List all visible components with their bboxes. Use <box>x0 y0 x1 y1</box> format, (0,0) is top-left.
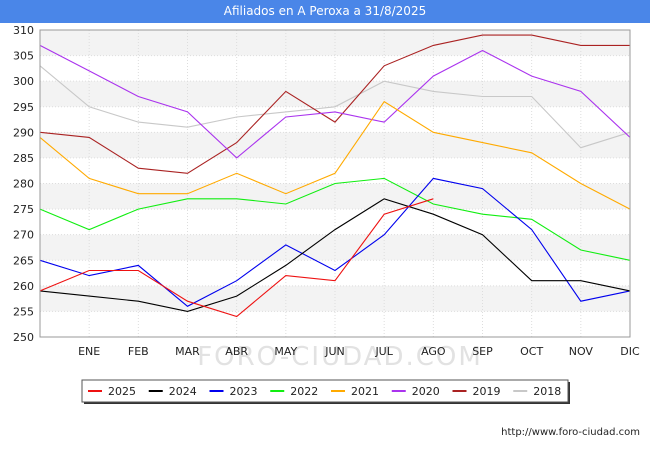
axes <box>39 29 631 338</box>
legend-label-2023: 2023 <box>230 385 258 398</box>
grid-band <box>40 234 630 261</box>
watermark: FORO-CIUDAD.COM <box>197 342 483 372</box>
y-tick-label: 250 <box>13 331 34 344</box>
y-tick-label: 260 <box>13 280 34 293</box>
y-tick-label: 290 <box>13 126 34 139</box>
chart-title: Afiliados en A Peroxa a 31/8/2025 <box>0 0 650 23</box>
grid-band <box>40 285 630 312</box>
x-tick-label: MAY <box>274 345 297 358</box>
y-tick-label: 255 <box>13 305 34 318</box>
plot-border <box>39 29 631 338</box>
x-tick-label: DIC <box>620 345 640 358</box>
series-line-2019 <box>39 34 630 174</box>
legend: 2025 2024 2023 2022 2021 2020 2019 2018 <box>81 379 570 404</box>
legend-label-2021: 2021 <box>351 385 379 398</box>
x-tick-label: AGO <box>421 345 446 358</box>
series-line-2020 <box>39 44 631 159</box>
grid-band <box>40 132 630 158</box>
y-tick-label: 305 <box>13 50 34 63</box>
y-tick-label: 285 <box>13 152 34 165</box>
y-tick-label: 275 <box>13 203 34 216</box>
y-tick-label: 295 <box>13 101 34 114</box>
y-tick-label: 270 <box>13 229 34 242</box>
legend-label-2025: 2025 <box>108 385 136 398</box>
x-tick-label: JUN <box>324 345 345 358</box>
x-tick-label: ENE <box>78 345 100 358</box>
grid-band <box>40 183 630 210</box>
legend-box <box>81 379 569 403</box>
x-tick-label: JUL <box>374 345 393 358</box>
x-tick-label: SEP <box>472 345 493 358</box>
series-line-2024 <box>39 198 631 312</box>
series-line-2022 <box>39 177 631 261</box>
x-tick-label: FEB <box>128 345 149 358</box>
y-tick-label: 300 <box>13 75 34 88</box>
legend-label-2018: 2018 <box>533 385 561 398</box>
series-line-2023 <box>39 177 631 307</box>
x-tick-labels: ENE FEB MAR ABR MAY JUN JUL AGO SEP OCT NOV DIC <box>78 345 640 358</box>
series-line-2021 <box>39 100 631 210</box>
legend-label-2020: 2020 <box>412 385 440 398</box>
legend-label-2024: 2024 <box>169 385 197 398</box>
source-url[interactable]: http://www.foro-ciudad.com <box>501 427 640 438</box>
legend-label-2019: 2019 <box>473 385 501 398</box>
y-tick-label: 310 <box>13 24 34 37</box>
x-tick-label: NOV <box>569 345 594 358</box>
x-tick-label: MAR <box>175 345 200 358</box>
x-tick-label: ABR <box>225 345 248 358</box>
series-lines <box>39 34 631 318</box>
y-tick-label: 265 <box>13 254 34 267</box>
x-tick-label: OCT <box>520 345 543 358</box>
series-line-2018 <box>39 65 631 149</box>
series-line-2025 <box>39 198 434 318</box>
y-tick-label: 280 <box>13 178 34 191</box>
legend-label-2022: 2022 <box>290 385 318 398</box>
y-tick-labels: 250 255 260 265 270 275 280 285 290 295 300 305 310 <box>13 24 34 344</box>
